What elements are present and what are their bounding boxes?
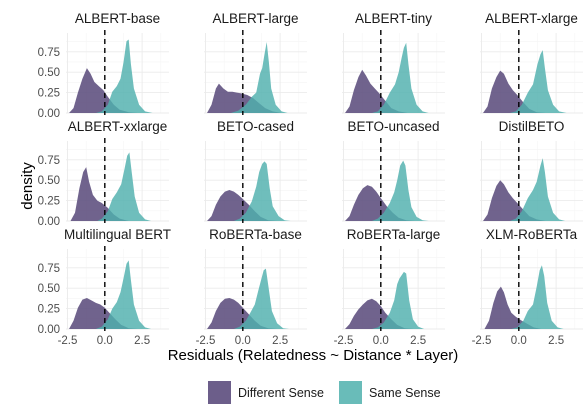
panel-distilbeto: DistilBETO bbox=[480, 119, 583, 223]
panel-title: XLM-RoBERTa bbox=[486, 227, 578, 242]
y-tick-label: 0.75 bbox=[38, 47, 60, 59]
area-different-sense bbox=[70, 167, 129, 221]
y-tick-label: 0.75 bbox=[38, 155, 60, 167]
panel-title: ALBERT-large bbox=[212, 11, 298, 26]
area-different-sense bbox=[483, 70, 546, 113]
panel-albert-base: ALBERT-base 0.00 0.25 0.50 0.75 bbox=[38, 11, 169, 120]
x-tick-label: -2.5 bbox=[58, 335, 78, 347]
y-tick-label: 0.50 bbox=[38, 67, 60, 79]
x-tick-label: 2.5 bbox=[548, 335, 564, 347]
panel-title: ALBERT-xlarge bbox=[485, 11, 578, 26]
x-tick-label: 2.5 bbox=[134, 335, 150, 347]
panel-title: ALBERT-base bbox=[75, 11, 160, 26]
x-tick-label: 2.5 bbox=[272, 335, 288, 347]
area-same-sense bbox=[230, 42, 288, 113]
area-same-sense bbox=[97, 152, 152, 221]
x-tick-label: 0.0 bbox=[511, 335, 527, 347]
panel-title: ALBERT-xxlarge bbox=[68, 119, 168, 134]
facet-panels: ALBERT-base 0.00 0.25 0.50 0.75 ALBERT-large A… bbox=[38, 11, 583, 347]
legend-swatch-same-sense bbox=[339, 381, 362, 404]
x-tick-label: -2.5 bbox=[472, 335, 492, 347]
area-same-sense bbox=[95, 39, 153, 113]
area-same-sense bbox=[509, 158, 566, 221]
area-different-sense bbox=[345, 69, 408, 113]
legend-label-different-sense: Different Sense bbox=[238, 386, 324, 400]
panel-title: RoBERTa-large bbox=[347, 227, 441, 242]
area-same-sense bbox=[233, 161, 291, 221]
y-tick-label: 0.25 bbox=[38, 88, 60, 100]
y-axis-title: density bbox=[19, 162, 36, 210]
area-same-sense bbox=[371, 271, 425, 329]
x-tick-label: -2.5 bbox=[196, 335, 216, 347]
y-tick-label: 0.00 bbox=[38, 324, 60, 336]
x-tick-label: 0.0 bbox=[373, 335, 389, 347]
panel-title: RoBERTa-base bbox=[209, 227, 302, 242]
y-tick-label: 0.00 bbox=[38, 216, 60, 228]
area-different-sense bbox=[345, 298, 414, 329]
x-tick-label: 0.0 bbox=[97, 335, 113, 347]
legend-swatch-different-sense bbox=[208, 381, 231, 404]
area-different-sense bbox=[69, 298, 138, 329]
y-tick-label: 0.00 bbox=[38, 108, 60, 120]
panel-title: ALBERT-tiny bbox=[355, 11, 432, 26]
area-different-sense bbox=[483, 180, 546, 221]
area-same-sense bbox=[371, 42, 429, 113]
area-same-sense bbox=[233, 268, 290, 329]
panel-multilingual-bert: Multilingual BERT 0.00 0.25 0.50 0.75 -2.5 0.0… bbox=[38, 227, 171, 347]
panel-xlm-roberta: XLM-RoBERTa -2.5 0.0 2.5 bbox=[472, 227, 583, 347]
panel-albert-xlarge: ALBERT-xlarge bbox=[480, 11, 583, 115]
panel-title: DistilBETO bbox=[499, 119, 565, 134]
panel-beto-cased: BETO-cased bbox=[204, 119, 307, 223]
y-tick-label: 0.25 bbox=[38, 196, 60, 208]
panel-roberta-base: RoBERTa-base -2.5 0.0 2.5 bbox=[196, 227, 307, 347]
area-different-sense bbox=[69, 68, 138, 113]
y-tick-label: 0.25 bbox=[38, 304, 60, 316]
y-tick-label: 0.50 bbox=[38, 283, 60, 295]
panel-title: Multilingual BERT bbox=[64, 227, 171, 242]
area-same-sense bbox=[509, 50, 567, 113]
x-tick-label: 2.5 bbox=[410, 335, 426, 347]
area-different-sense bbox=[484, 286, 542, 329]
panel-beto-uncased: BETO-uncased bbox=[342, 119, 445, 223]
x-tick-label: -2.5 bbox=[334, 335, 354, 347]
y-tick-label: 0.75 bbox=[38, 263, 60, 275]
y-tick-label: 0.50 bbox=[38, 175, 60, 187]
legend-label-same-sense: Same Sense bbox=[369, 386, 441, 400]
panel-title: BETO-uncased bbox=[347, 119, 439, 134]
panel-albert-large: ALBERT-large bbox=[204, 11, 307, 115]
area-same-sense bbox=[371, 160, 429, 221]
area-different-sense bbox=[207, 298, 278, 329]
area-same-sense bbox=[511, 265, 564, 329]
panel-albert-xxlarge: ALBERT-xxlarge 0.00 0.25 0.50 0.75 bbox=[38, 119, 169, 228]
area-same-sense bbox=[95, 260, 152, 329]
x-tick-label: 0.0 bbox=[235, 335, 251, 347]
area-different-sense bbox=[345, 185, 416, 221]
area-different-sense bbox=[207, 190, 278, 221]
panel-roberta-large: RoBERTa-large -2.5 0.0 2.5 bbox=[334, 227, 445, 347]
legend: Different Sense Same Sense bbox=[208, 381, 441, 404]
panel-albert-tiny: ALBERT-tiny bbox=[342, 11, 445, 115]
x-axis-title: Residuals (Relatedness ~ Distance * Laye… bbox=[168, 347, 459, 364]
panel-title: BETO-cased bbox=[217, 119, 294, 134]
area-different-sense bbox=[207, 83, 282, 113]
